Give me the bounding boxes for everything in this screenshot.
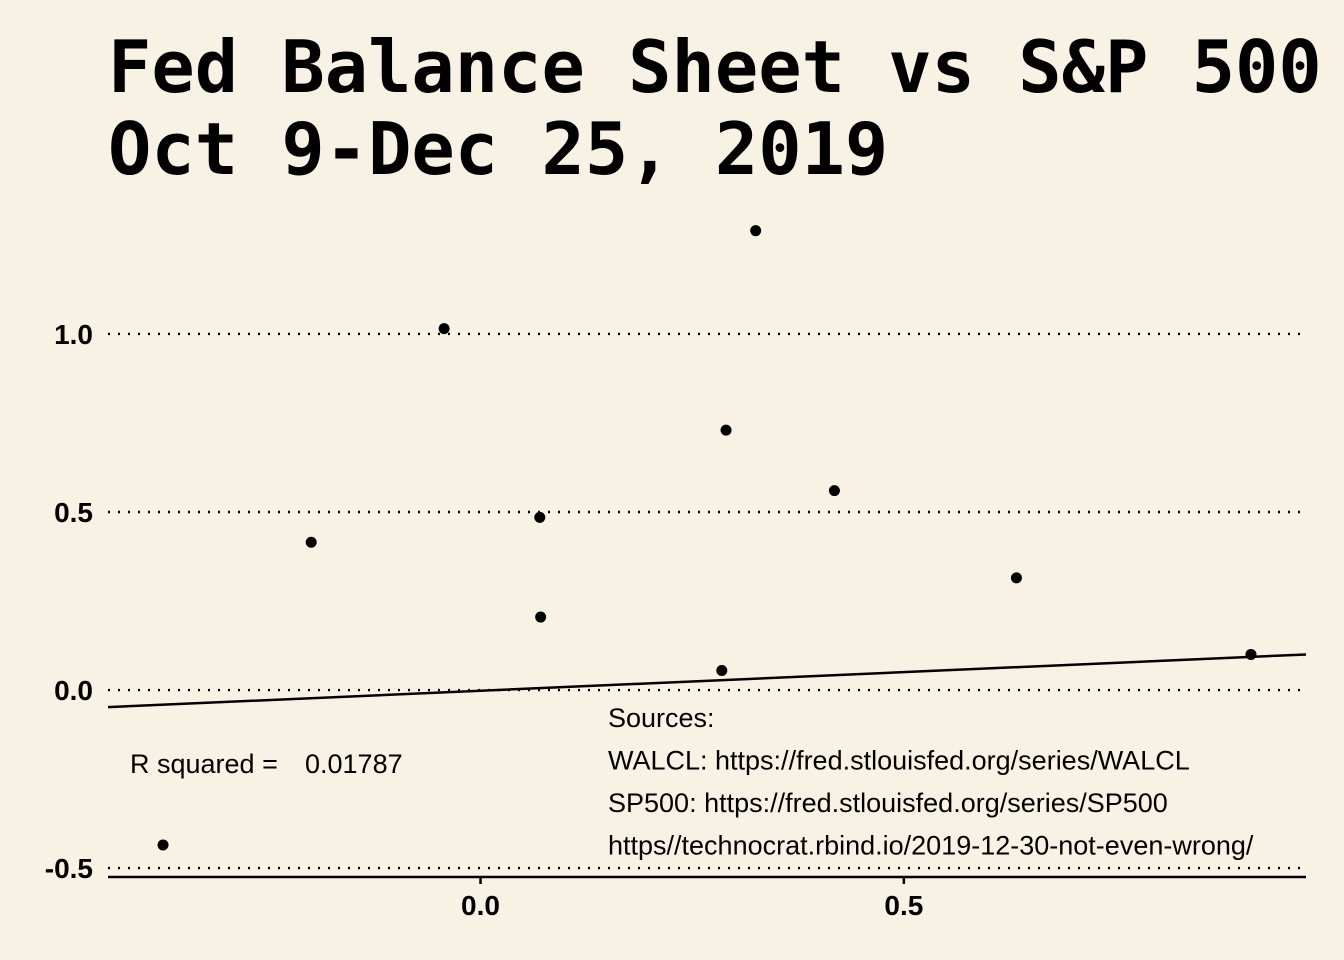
data-points: [157, 225, 1257, 851]
data-point: [157, 839, 169, 851]
source-line: WALCL: https://fred.stlouisfed.org/serie…: [608, 746, 1190, 776]
x-axis-ticks: 0.0 0.5: [461, 877, 923, 921]
r-squared-value: 0.01787: [305, 749, 403, 779]
trend-line: [107, 653, 1307, 709]
y-tick-label: 0.5: [54, 497, 93, 528]
data-point: [438, 323, 450, 335]
sources-annotation: Sources: WALCL: https://fred.stlouisfed.o…: [608, 703, 1254, 861]
source-line: SP500: https://fred.stlouisfed.org/serie…: [608, 788, 1168, 818]
x-tick-label: 0.0: [461, 890, 500, 921]
y-tick-label: 0.0: [54, 675, 93, 706]
source-line: https//technocrat.rbind.io/2019-12-30-no…: [608, 831, 1254, 861]
y-axis-ticks: -0.5 0.0 0.5 1.0: [45, 319, 93, 884]
y-tick-label: 1.0: [54, 319, 93, 350]
r-squared-label: R squared =: [130, 749, 278, 779]
data-point: [720, 424, 732, 436]
data-point: [1245, 648, 1257, 660]
chart-subtitle: Oct 9-Dec 25, 2019: [108, 107, 888, 191]
data-point: [716, 664, 728, 676]
source-line: Sources:: [608, 703, 715, 733]
data-point: [534, 511, 546, 523]
data-point: [535, 611, 547, 623]
chart-title: Fed Balance Sheet vs S&P 500: [108, 25, 1322, 109]
y-tick-label: -0.5: [45, 853, 93, 884]
data-point: [750, 225, 762, 237]
x-tick-label: 0.5: [884, 890, 923, 921]
data-point: [1010, 572, 1022, 584]
r-squared-annotation: R squared = 0.01787: [130, 749, 403, 779]
data-point: [305, 536, 317, 548]
data-point: [828, 485, 840, 497]
